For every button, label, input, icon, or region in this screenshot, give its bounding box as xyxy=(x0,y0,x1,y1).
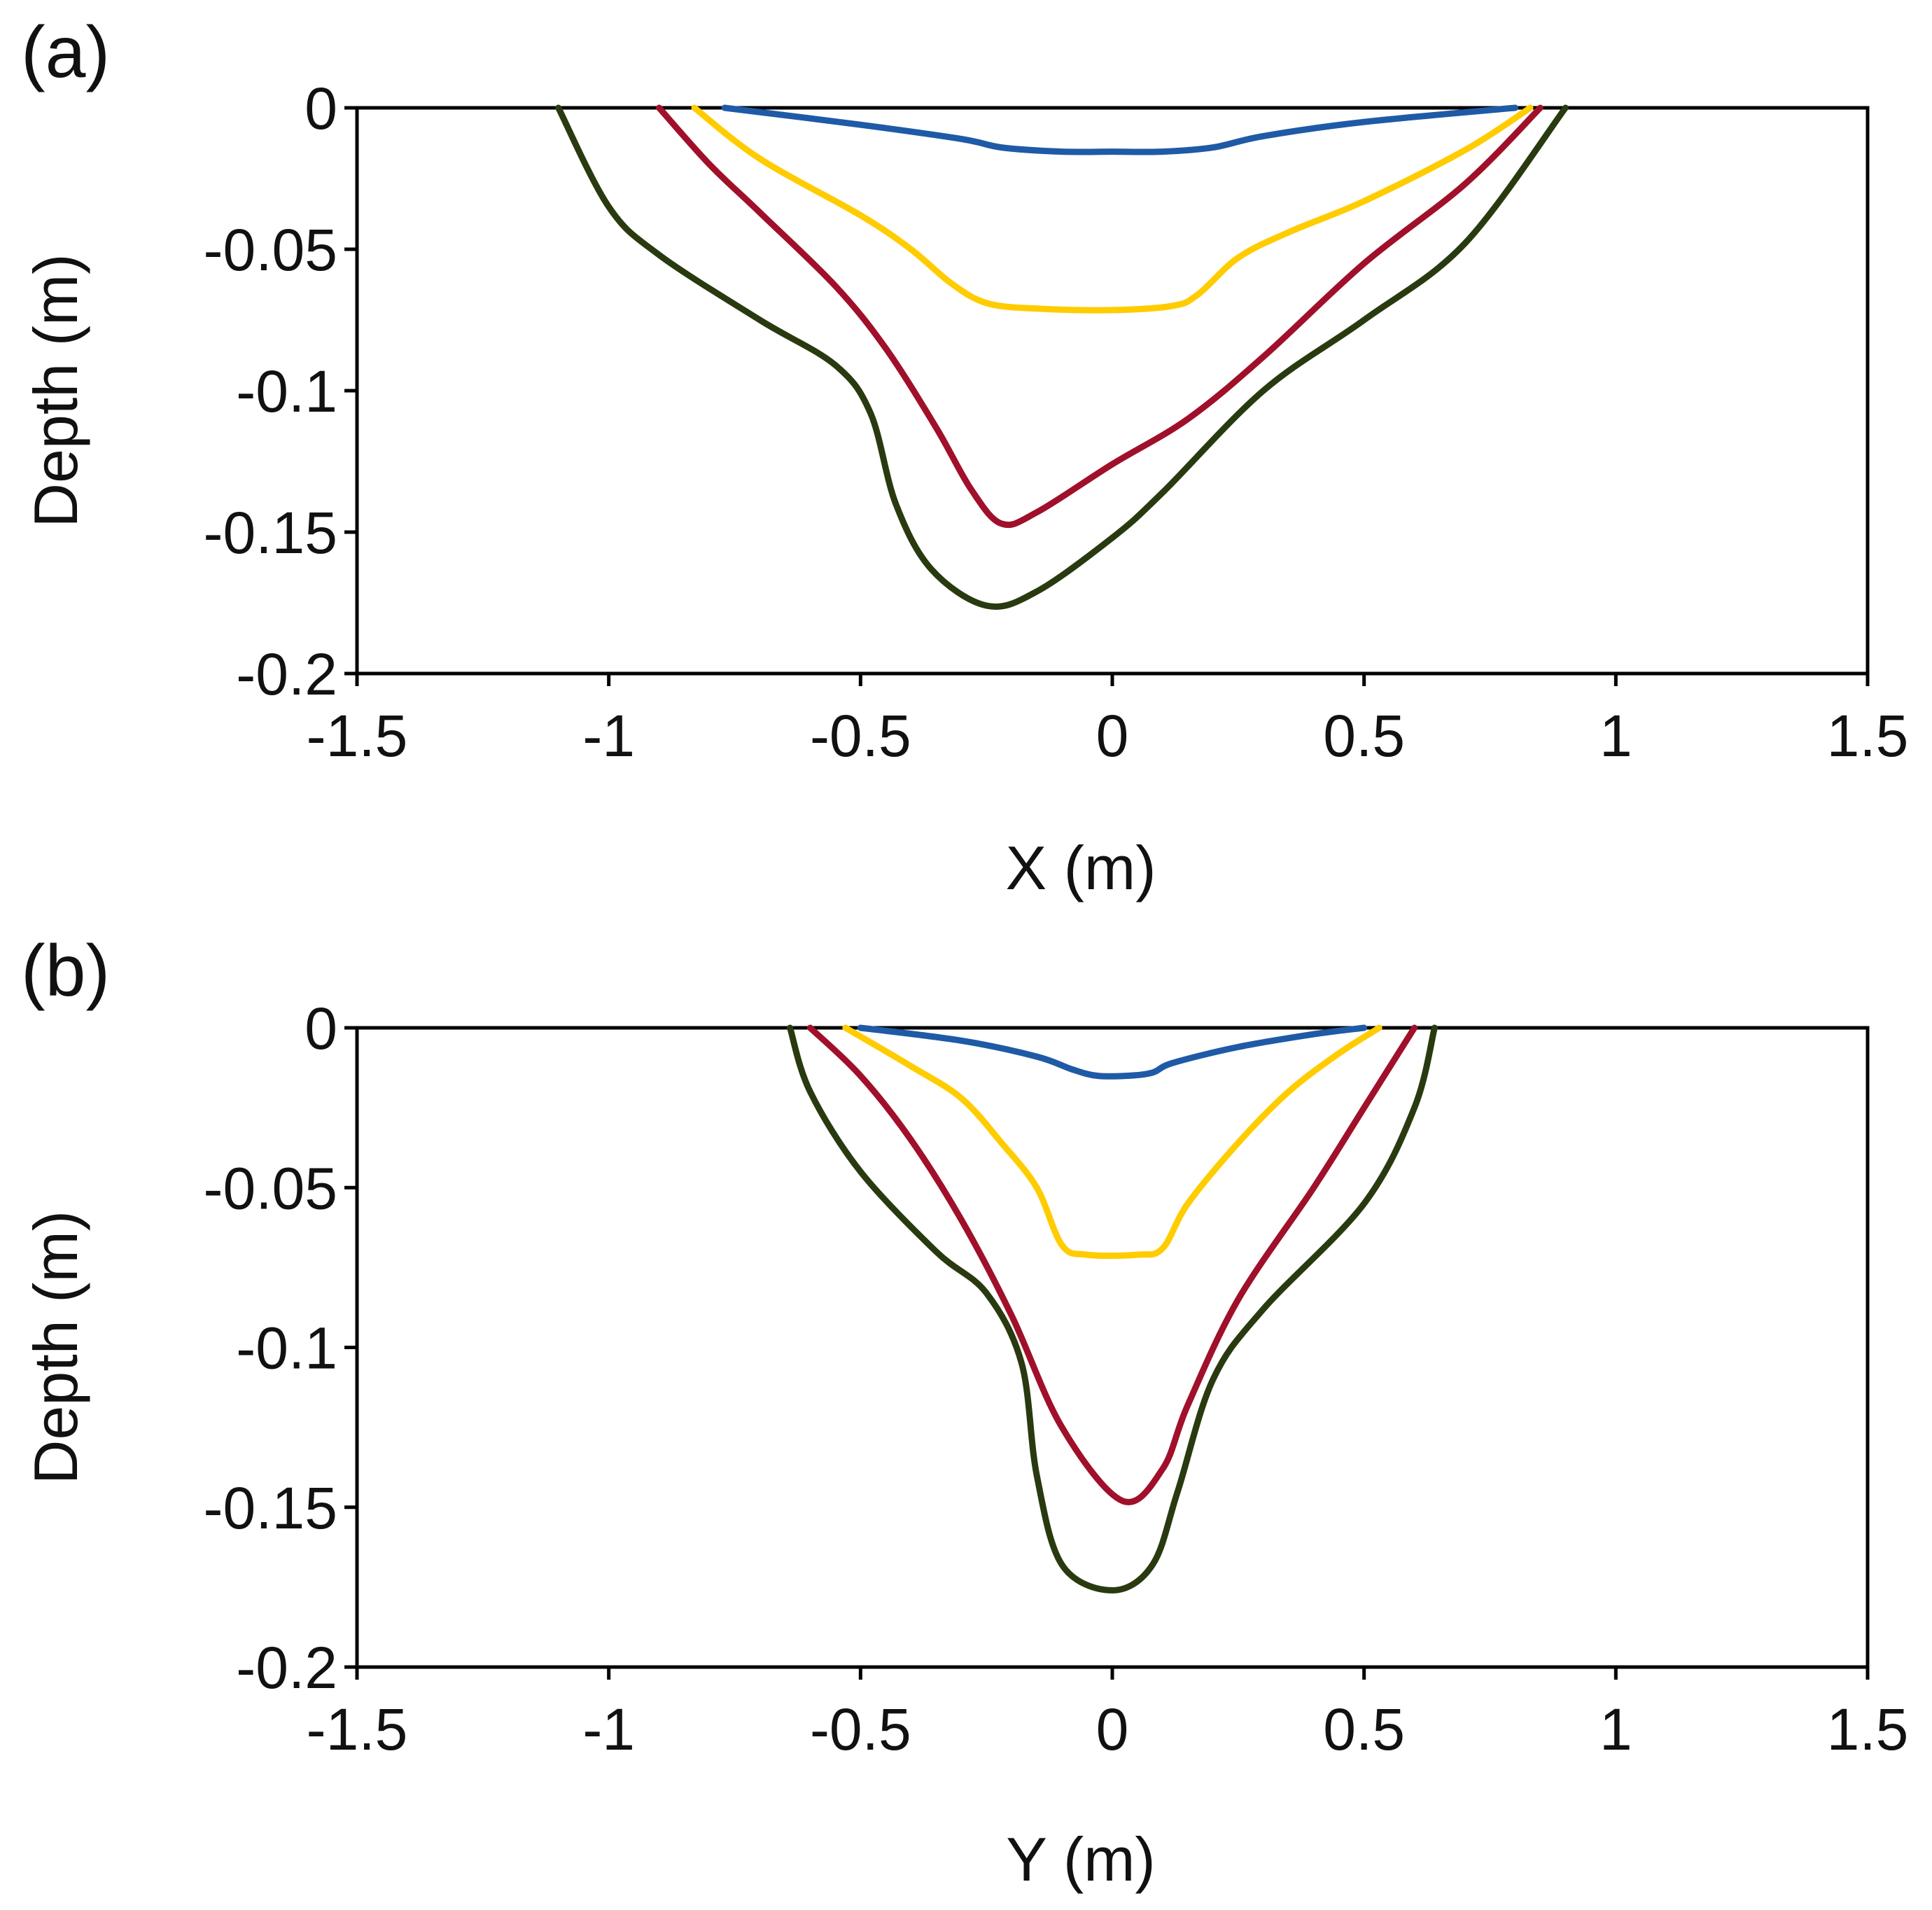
series-line-4 xyxy=(555,104,1569,610)
x-tick-label: -0.5 xyxy=(810,1696,911,1762)
y-axis-title: Depth (m) xyxy=(21,253,90,527)
x-tick-label: 1 xyxy=(1600,703,1632,769)
x-axis-title: X (m) xyxy=(1005,833,1156,902)
y-axis-title: Depth (m) xyxy=(21,1211,90,1484)
series-line-1 xyxy=(721,104,1518,155)
series-line-4 xyxy=(787,1024,1438,1594)
y-tick-label: 0 xyxy=(304,76,337,141)
plot-frame xyxy=(355,1026,1870,1669)
x-tick-label: 0 xyxy=(1096,703,1129,769)
y-tick-label: -0.2 xyxy=(236,641,337,707)
x-tick-label: 1.5 xyxy=(1827,703,1909,769)
series-line-3 xyxy=(656,104,1544,529)
x-tick-label: -1 xyxy=(582,703,635,769)
x-tick-label: -0.5 xyxy=(810,703,911,769)
y-tick-label: -0.1 xyxy=(236,358,337,424)
y-tick-label: -0.15 xyxy=(204,500,337,566)
plot-frame xyxy=(355,106,1870,676)
x-axis-title: Y (m) xyxy=(1006,1825,1155,1894)
panel-b: (b) -1.5 -1 -0.5 0 0.5 1 1.5 0 -0.05 -0.1 -0.15 -0.2… xyxy=(21,930,1908,1894)
y-tick-label: 0 xyxy=(304,996,337,1061)
x-tick-label: 0.5 xyxy=(1323,703,1405,769)
x-tick-label: -1.5 xyxy=(307,1696,408,1762)
x-tick-label: 1.5 xyxy=(1827,1696,1909,1762)
series-line-2 xyxy=(842,1024,1382,1260)
panel-label: (b) xyxy=(21,930,110,1012)
series-line-2 xyxy=(691,104,1534,314)
y-tick-label: -0.1 xyxy=(236,1316,337,1381)
x-tick-label: 0.5 xyxy=(1323,1696,1405,1762)
y-tick-label: -0.05 xyxy=(204,1155,337,1221)
y-tick-label: -0.05 xyxy=(204,217,337,283)
y-tick-label: -0.2 xyxy=(236,1635,337,1701)
y-tick-label: -0.15 xyxy=(204,1475,337,1541)
series-line-3 xyxy=(806,1024,1418,1505)
x-tick-label: -1 xyxy=(582,1696,635,1762)
panel-label: (a) xyxy=(21,12,110,93)
x-tick-label: -1.5 xyxy=(307,703,408,769)
panel-a: (a) -1.5 -1 -0.5 0 0.5 1 1.5 0 -0.05 -0.1 -0.15 -0.2… xyxy=(21,12,1908,902)
series-line-1 xyxy=(857,1024,1368,1080)
x-tick-label: 1 xyxy=(1600,1696,1632,1762)
x-tick-label: 0 xyxy=(1096,1696,1129,1762)
